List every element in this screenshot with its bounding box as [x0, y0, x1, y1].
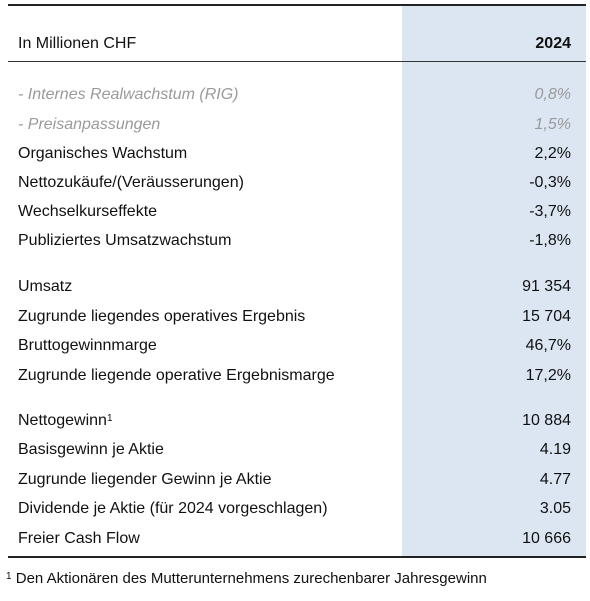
row-label: Wechselkurseffekte: [18, 203, 158, 220]
highlight-column-2024: [402, 5, 586, 557]
row-value: 91 354: [522, 278, 571, 295]
footnote-marker: 1: [106, 413, 113, 424]
row-label: Zugrunde liegender Gewinn je Aktie: [18, 471, 272, 488]
header-year: 2024: [535, 35, 571, 52]
top-rule: [8, 4, 586, 6]
footnote: 1 Den Aktionären des Mutterunternehmens …: [6, 569, 487, 589]
table-row: Zugrunde liegende operative Ergebnismarg…: [0, 363, 590, 389]
footnote-text: Den Aktionären des Mutterunternehmens zu…: [15, 570, 487, 587]
table-row: Nettogewinn1 10 884: [0, 408, 590, 434]
table-header: In Millionen CHF 2024: [0, 31, 590, 57]
row-value: 1,5%: [534, 116, 571, 133]
row-label: Publiziertes Umsatzwachstum: [18, 232, 232, 249]
row-label: Freier Cash Flow: [18, 530, 140, 547]
table-row: Zugrunde liegendes operatives Ergebnis 1…: [0, 304, 590, 330]
row-label: - Preisanpassungen: [18, 116, 161, 133]
footnote-mark: 1: [6, 571, 12, 582]
row-value: -3,7%: [529, 203, 571, 220]
table-row: Bruttogewinnmarge 46,7%: [0, 333, 590, 359]
row-label-text: Nettogewinn: [18, 412, 107, 429]
row-value: 4.19: [539, 441, 571, 458]
row-label: Basisgewinn je Aktie: [18, 441, 164, 458]
row-value: 2,2%: [534, 145, 571, 162]
row-value: 4.77: [539, 471, 571, 488]
row-value: 17,2%: [525, 367, 571, 384]
row-value: 10 884: [522, 412, 571, 429]
table-row: Organisches Wachstum 2,2%: [0, 141, 590, 167]
row-label: Organisches Wachstum: [18, 145, 188, 162]
table-row: Dividende je Aktie (für 2024 vorgeschlag…: [0, 496, 590, 522]
row-label: Zugrunde liegende operative Ergebnismarg…: [18, 367, 335, 384]
row-value: 46,7%: [525, 337, 571, 354]
table-row: Nettozukäufe/(Veräusserungen) -0,3%: [0, 170, 590, 196]
header-label: In Millionen CHF: [18, 35, 137, 52]
table-row: Freier Cash Flow 10 666: [0, 526, 590, 552]
row-value: 3.05: [539, 500, 571, 517]
table-row: Publiziertes Umsatzwachstum -1,8%: [0, 228, 590, 254]
table-row: Wechselkurseffekte -3,7%: [0, 199, 590, 225]
row-label: - Internes Realwachstum (RIG): [18, 86, 239, 103]
row-value: -1,8%: [529, 232, 571, 249]
table-row: Basisgewinn je Aktie 4.19: [0, 437, 590, 463]
row-label: Bruttogewinnmarge: [18, 337, 157, 354]
row-value: -0,3%: [529, 174, 571, 191]
table-row: - Internes Realwachstum (RIG) 0,8%: [0, 82, 590, 108]
row-value: 10 666: [522, 530, 571, 547]
row-value: 15 704: [522, 308, 571, 325]
table-row: Zugrunde liegender Gewinn je Aktie 4.77: [0, 467, 590, 493]
header-rule: [8, 61, 586, 62]
bottom-rule: [8, 556, 586, 558]
row-label: Dividende je Aktie (für 2024 vorgeschlag…: [18, 500, 328, 517]
table-row: Umsatz 91 354: [0, 274, 590, 300]
row-label: Zugrunde liegendes operatives Ergebnis: [18, 308, 306, 325]
row-value: 0,8%: [534, 86, 571, 103]
row-label: Nettozukäufe/(Veräusserungen): [18, 174, 244, 191]
table-row: - Preisanpassungen 1,5%: [0, 112, 590, 138]
row-label: Nettogewinn1: [18, 408, 113, 434]
row-label: Umsatz: [18, 278, 73, 295]
